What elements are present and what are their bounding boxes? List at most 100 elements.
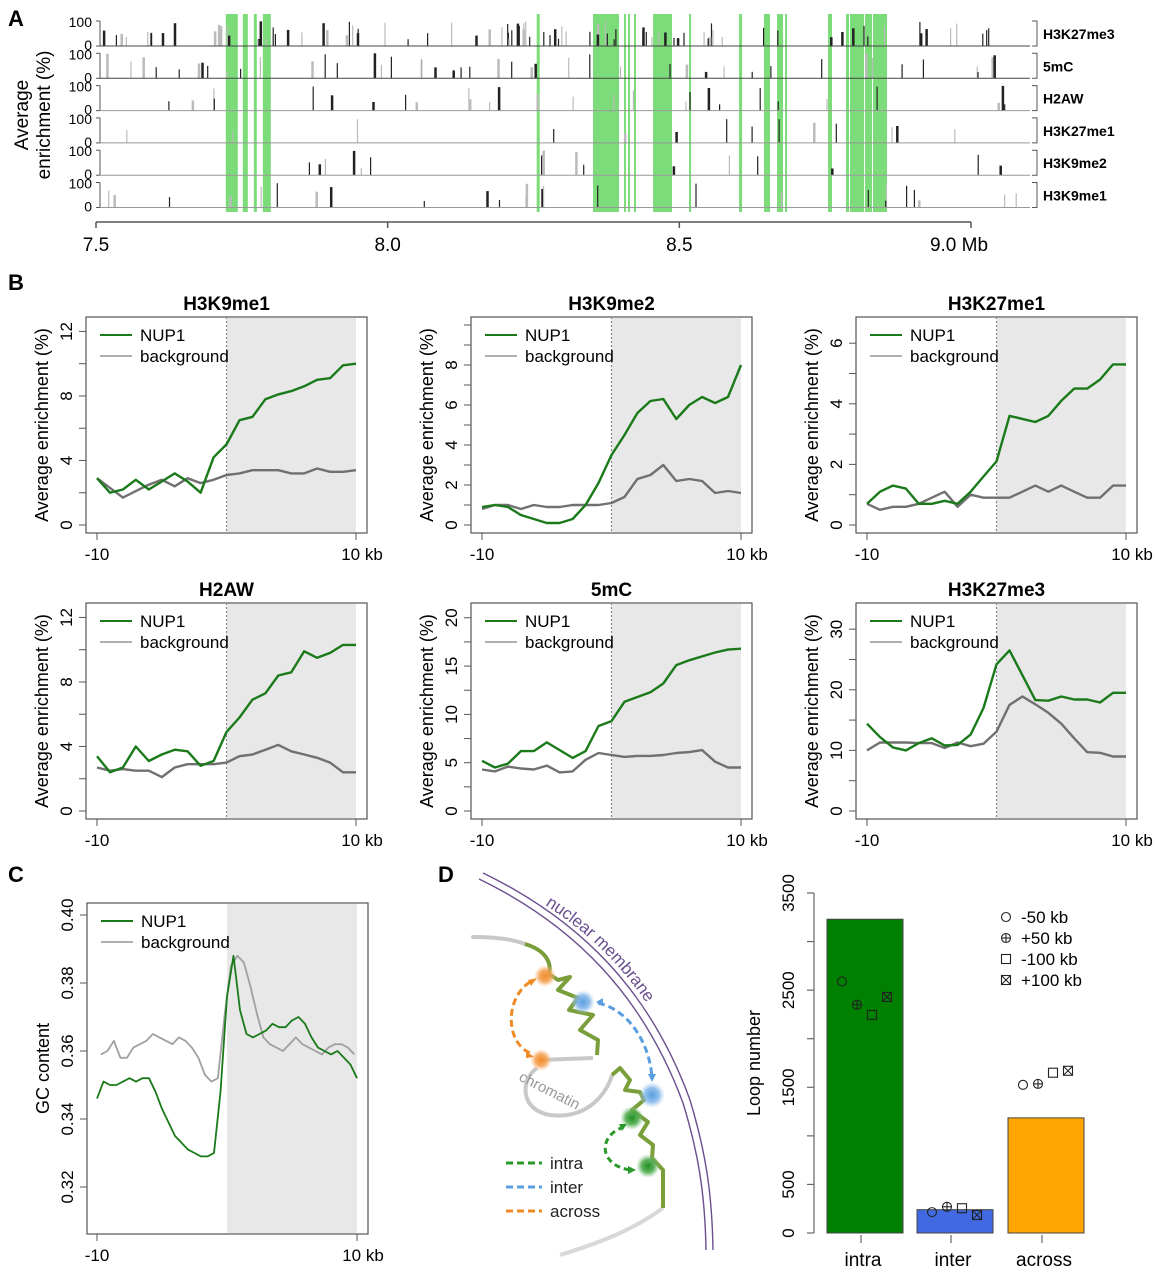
y-tick-label: 0 [779, 1228, 798, 1237]
track-ytick-label-0: 0 [84, 102, 92, 118]
y-tick-label: 2 [827, 460, 846, 469]
y-axis-label: Average enrichment (%) [417, 614, 437, 808]
highlight-region [785, 14, 788, 212]
y-tick-label: 1500 [779, 1068, 798, 1106]
series-line-nup1 [96, 954, 358, 1158]
y-tick-label: 4 [57, 742, 76, 751]
track-ytick-label-100: 100 [69, 111, 93, 127]
track-ytick-label-0: 0 [84, 134, 92, 150]
track-ytick-label-100: 100 [69, 46, 93, 62]
chart-title: 5mC [591, 580, 632, 601]
marker-x2 [972, 1210, 982, 1220]
track-bracket [1032, 85, 1038, 112]
legend: NUP1 background [485, 612, 614, 652]
chromatin-grey-segment [559, 1206, 665, 1257]
track-ytick-label-100: 100 [69, 176, 93, 192]
series-line-background [481, 463, 742, 511]
y-tick-label: 0 [442, 520, 461, 529]
highlight-region [624, 14, 627, 212]
y-tick-label: 0.40 [58, 898, 77, 931]
highlight-regions [225, 14, 887, 212]
highlight-region [536, 14, 540, 212]
y-axis-label: Average enrichment (%) [417, 328, 437, 522]
y-tick-label: 8 [57, 391, 76, 400]
track-bracket [1032, 20, 1038, 47]
legend-marker-circle [1000, 911, 1012, 923]
highlight-region [845, 14, 850, 212]
legend-marker-circle-plus [1000, 932, 1012, 944]
highlight-region [865, 14, 873, 212]
highlight-region [262, 14, 271, 212]
legend-label: +100 kb [1021, 971, 1082, 990]
marker-square [971, 1209, 983, 1221]
arrowhead [648, 1074, 656, 1082]
marker-circle [926, 1207, 938, 1218]
shaded-downstream-region [611, 318, 741, 532]
y-tick-label: 0.36 [58, 1034, 77, 1067]
y-tick-label: 0 [827, 806, 846, 815]
diagram-legend: intra inter across [506, 1154, 600, 1221]
y-tick-label: 5 [442, 758, 461, 767]
marker-square [1000, 953, 1012, 965]
legend-label: -50 kb [1021, 908, 1068, 927]
marker-circle-plus [851, 999, 863, 1010]
marker-x2 [1001, 975, 1011, 985]
track-bracket [1032, 149, 1038, 176]
chart-c: 0.32 0.34 0.36 0.38 0.40 GC content -10 10 kb NU… [33, 898, 384, 1265]
track-ytick-label-100: 100 [69, 143, 93, 159]
legend-label-inter: inter [550, 1178, 583, 1197]
legend: NUP1 background [101, 912, 230, 952]
nuclear-membrane-outer [482, 872, 714, 1251]
x-tick-label: 10 kb [341, 831, 383, 850]
chart-title: H3K27me1 [948, 294, 1046, 315]
marker-square [1047, 1067, 1059, 1078]
x-tick-label: 10 kb [726, 545, 768, 564]
y-tick-label: 4 [57, 456, 76, 465]
y-tick-label: 20 [827, 680, 846, 699]
y-tick-label: 10 [827, 741, 846, 760]
legend-label-nup1: NUP1 [140, 612, 185, 631]
panel-d-diagram: nuclear membrane chromatin intra [471, 872, 714, 1257]
y-tick-label: 15 [442, 657, 461, 676]
chart-b1: H3K9me1 0 4 8 12 Average enrichment (%) -10 10 … [32, 294, 383, 564]
shaded-downstream-region [611, 604, 741, 818]
marker-square [1047, 1067, 1059, 1078]
arrowhead [526, 1051, 534, 1058]
y-tick-label: 6 [827, 338, 846, 347]
series-line-nup1 [96, 362, 357, 494]
y-tick-label: 0 [57, 806, 76, 815]
legend-label: -100 kb [1021, 950, 1078, 969]
y-tick-label: 3500 [779, 874, 798, 912]
legend-label-intra: intra [550, 1154, 584, 1173]
y-tick-label: 12 [57, 608, 76, 627]
y-axis-label: Loop number [744, 1010, 764, 1116]
x-tick-label: -10 [470, 545, 495, 564]
marker-square-x [1062, 1065, 1074, 1076]
y-tick-label: 20 [442, 608, 461, 627]
marker-square [866, 1009, 878, 1020]
legend: NUP1 background [870, 612, 999, 652]
legend: NUP1 background [870, 326, 999, 366]
x-tick-label: -10 [470, 831, 495, 850]
series-line-nup1 [481, 647, 742, 769]
marker-x2 [1063, 1065, 1073, 1076]
series-line-background [96, 467, 357, 499]
shaded-downstream-region [996, 604, 1126, 818]
x-tick-label: -10 [855, 831, 880, 850]
x-tick-label: 10 kb [342, 1246, 384, 1265]
legend: NUP1 background [100, 326, 229, 366]
x-tick-label: -10 [85, 831, 110, 850]
chart-b3: H3K27me1 0 2 4 6 Average enrichment (%) -10 10 … [802, 294, 1153, 564]
legend-marker-square [1000, 953, 1012, 965]
track-label: H2AW [1043, 91, 1084, 107]
track-bracket [1032, 117, 1038, 144]
y-tick-label: 10 [442, 705, 461, 724]
legend-marker-square-x [1000, 974, 1012, 986]
chart-b2: H3K9me2 0 2 4 6 8 Average enrichment (%) -10 10 … [417, 294, 768, 564]
x-tick-label: 10 kb [1111, 831, 1153, 850]
marker-square [956, 1203, 968, 1214]
marker-circle [1017, 1079, 1029, 1090]
panel-a-xtick-label: 7.5 [83, 235, 109, 256]
x-tick-label: across [1016, 1250, 1072, 1271]
marker-square-x [971, 1209, 983, 1221]
